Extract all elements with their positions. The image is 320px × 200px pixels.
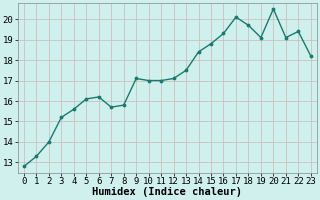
X-axis label: Humidex (Indice chaleur): Humidex (Indice chaleur)	[92, 187, 242, 197]
